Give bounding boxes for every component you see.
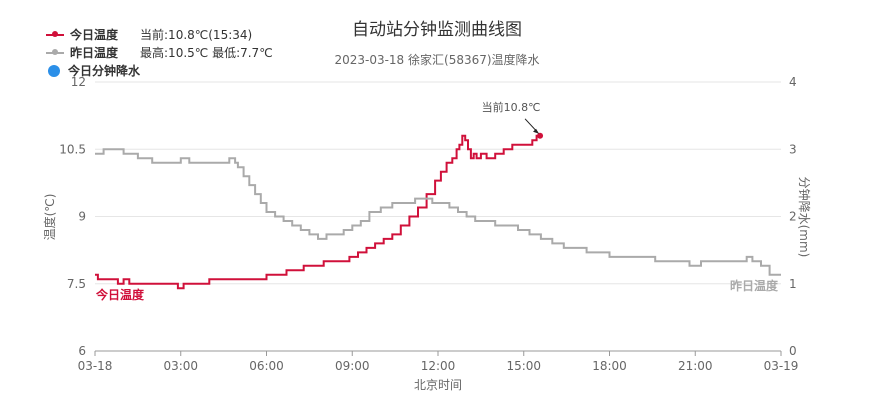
legend-yesterday-line-icon xyxy=(46,49,64,55)
x-tick-label: 15:00 xyxy=(506,359,541,373)
y-right-tick-label: 0 xyxy=(789,344,797,358)
x-tick-label: 03-19 xyxy=(764,359,799,373)
series-label-today: 今日温度 xyxy=(95,287,145,302)
x-axis-label: 北京时间 xyxy=(414,378,462,392)
current-point-marker xyxy=(537,132,544,139)
x-tick-label: 06:00 xyxy=(249,359,284,373)
chart-subtitle: 2023-03-18 徐家汇(58367)温度降水 xyxy=(334,53,540,67)
current-annotation: 当前10.8℃ xyxy=(482,100,544,139)
legend-item-today[interactable]: 今日温度 当前:10.8℃(15:34) xyxy=(46,26,273,44)
annotation-arrow-head xyxy=(533,128,540,134)
series-line-yesterday xyxy=(95,148,781,276)
y-left-tick-label: 6 xyxy=(78,344,86,358)
y-left-tick-label: 9 xyxy=(78,210,86,224)
axes xyxy=(94,350,782,356)
legend-item-yesterday[interactable]: 昨日温度 最高:10.5℃ 最低:7.7℃ xyxy=(46,44,273,62)
legend-today-info: 当前:10.8℃(15:34) xyxy=(140,28,253,42)
x-tick-label: 09:00 xyxy=(335,359,370,373)
series-lines: 今日温度 昨日温度 xyxy=(95,134,781,302)
y-axis-right-label: 分钟降水(mm) xyxy=(797,177,812,258)
y-axis-left-label: 温度(℃) xyxy=(42,194,57,241)
legend-yesterday-name: 昨日温度 xyxy=(70,46,119,60)
series-label-yesterday: 昨日温度 xyxy=(730,278,779,293)
chart-title: 自动站分钟监测曲线图 xyxy=(352,20,522,40)
y-right-tick-label: 2 xyxy=(789,210,797,224)
grid-lines xyxy=(95,81,781,285)
legend-yesterday-info: 最高:10.5℃ 最低:7.7℃ xyxy=(140,46,273,60)
legend-rain-dot-icon xyxy=(48,65,60,77)
y-right-tick-label: 1 xyxy=(789,277,797,291)
legend-item-rain[interactable]: 今日分钟降水 xyxy=(46,62,273,80)
legend-rain-name: 今日分钟降水 xyxy=(68,64,141,78)
y-left-tick-label: 7.5 xyxy=(67,277,86,291)
legend-today-name: 今日温度 xyxy=(70,28,119,42)
x-tick-label: 03:00 xyxy=(163,359,198,373)
legend-today-line-icon xyxy=(46,31,64,37)
y-left-tick-label: 12 xyxy=(71,75,86,89)
x-tick-label: 12:00 xyxy=(421,359,456,373)
series-line-today xyxy=(95,134,540,290)
x-tick-label: 18:00 xyxy=(592,359,627,373)
x-tick-label: 21:00 xyxy=(678,359,713,373)
annotation-text: 当前10.8℃ xyxy=(482,100,541,114)
y-right-tick-label: 4 xyxy=(789,75,797,89)
legend: 今日温度 当前:10.8℃(15:34) 昨日温度 最高:10.5℃ 最低:7.… xyxy=(46,26,273,80)
y-right-tick-label: 3 xyxy=(789,142,797,156)
x-tick-label: 03-18 xyxy=(78,359,113,373)
y-left-tick-label: 10.5 xyxy=(59,142,86,156)
